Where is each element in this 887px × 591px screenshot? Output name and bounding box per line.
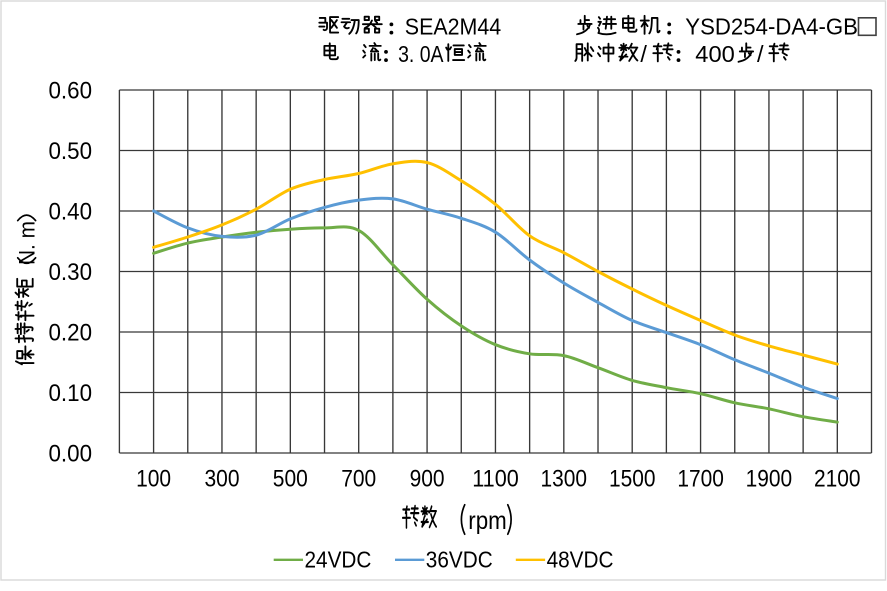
svg-text:1700: 1700 [677,466,724,493]
svg-text:0.30: 0.30 [49,259,93,286]
svg-text:48VDC: 48VDC [547,547,614,573]
svg-text:0.60: 0.60 [49,78,93,105]
svg-text:0.20: 0.20 [49,320,93,347]
svg-text:YSD254-DA4-GB: YSD254-DA4-GB [685,14,858,40]
svg-text:700: 700 [341,466,376,493]
svg-text:rpm: rpm [468,507,507,535]
svg-text:2100: 2100 [814,466,861,493]
svg-text:0.00: 0.00 [49,441,93,468]
svg-text:1100: 1100 [472,466,519,493]
svg-text:0.50: 0.50 [49,138,93,165]
svg-text:900: 900 [410,466,445,493]
svg-text:N. m: N. m [14,221,39,265]
svg-text:/: / [640,41,647,67]
svg-text:1900: 1900 [746,466,793,493]
svg-text:300: 300 [205,466,240,493]
svg-text:36VDC: 36VDC [426,547,493,573]
svg-text:1300: 1300 [541,466,588,493]
svg-text:3. 0A: 3. 0A [398,41,444,67]
svg-text:/: / [757,41,764,67]
svg-text:24VDC: 24VDC [305,547,372,573]
svg-text:100: 100 [136,466,171,493]
svg-text:0.10: 0.10 [49,380,93,407]
svg-text:400: 400 [695,41,735,67]
svg-text:SEA2M44: SEA2M44 [405,14,501,40]
svg-text:0.40: 0.40 [49,199,93,226]
svg-text:500: 500 [273,466,308,493]
svg-text:1500: 1500 [609,466,656,493]
